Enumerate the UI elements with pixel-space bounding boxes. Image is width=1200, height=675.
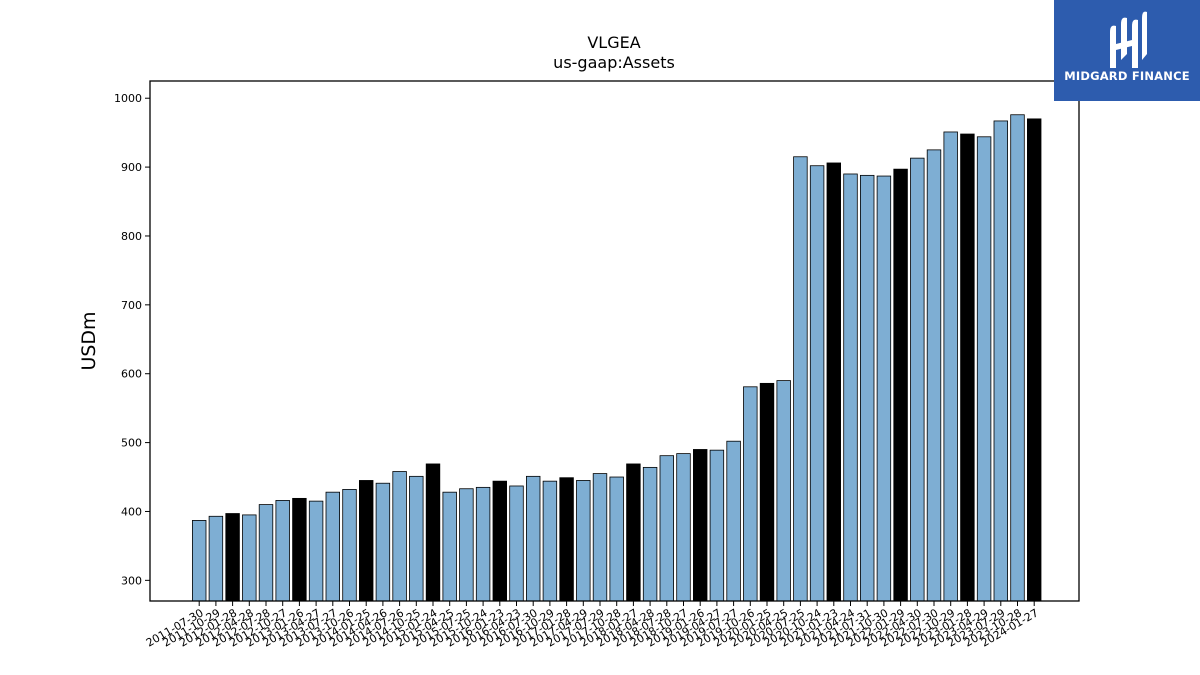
plot-frame: [149, 80, 1080, 602]
bar-2014-04-26: [375, 482, 391, 602]
bar-2013-04-27: [308, 500, 324, 602]
bar-2015-04-25: [442, 491, 457, 602]
x-axis: 2011-07-302011-10-292012-01-282012-04-28…: [144, 601, 1041, 650]
bar-2012-07-28: [258, 504, 274, 602]
bar-2011-10-29: [208, 515, 224, 602]
bar-2014-01-25: [358, 480, 374, 602]
bar-2022-07-30: [926, 149, 942, 602]
bar-2021-07-31: [860, 174, 875, 602]
bar-2022-04-30: [910, 157, 925, 602]
chart-title: VLGEA: [587, 33, 640, 52]
bar-2013-07-27: [325, 491, 341, 602]
bar-2011-07-30: [191, 520, 207, 602]
bar-2021-01-23: [826, 162, 842, 602]
bar-2023-10-28: [1010, 114, 1025, 602]
bar-2023-07-29: [993, 120, 1009, 602]
bar-2015-10-24: [475, 486, 491, 602]
bar-2013-01-26: [292, 497, 307, 602]
logo-text: MIDGARD FINANCE: [1064, 69, 1190, 83]
bar-2019-04-27: [709, 449, 725, 602]
y-tick-label: 400: [121, 505, 142, 518]
midgard-finance-logo: MIDGARD FINANCE: [1054, 0, 1200, 101]
bar-2021-10-30: [876, 175, 892, 602]
y-tick-label: 800: [121, 230, 142, 243]
bar-2018-01-27: [626, 463, 641, 602]
y-tick-label: 900: [121, 161, 142, 174]
y-axis: 300 400 500 600 700 800 900 1000: [114, 92, 150, 587]
bar-2020-07-25: [793, 156, 808, 602]
bar-2016-04-23: [509, 485, 524, 602]
bar-2023-01-28: [960, 133, 975, 602]
bar-2017-04-29: [576, 480, 591, 602]
bar-2017-07-29: [592, 473, 608, 602]
bar-2015-01-24: [425, 463, 441, 602]
y-tick-label: 600: [121, 368, 142, 381]
bar-2019-07-27: [726, 440, 741, 602]
bar-2016-01-23: [492, 480, 508, 602]
bar-2021-04-24: [843, 173, 858, 602]
y-axis-label: USDm: [78, 311, 100, 370]
bar-2013-10-26: [342, 489, 357, 602]
bar-2023-04-29: [976, 136, 992, 602]
bar-2012-04-28: [242, 514, 257, 602]
chart-subtitle: us-gaap:Assets: [553, 53, 675, 72]
y-tick-label: 500: [121, 437, 142, 450]
bar-2014-10-25: [409, 475, 424, 602]
bar-2022-10-29: [943, 131, 958, 602]
bar-2014-07-26: [392, 471, 407, 602]
bar-2022-01-29: [893, 168, 908, 602]
bar-2012-01-28: [225, 513, 240, 602]
bar-2017-10-28: [609, 476, 624, 602]
bar-2020-04-25: [776, 380, 791, 602]
midgard-m-logo-icon: [1110, 11, 1147, 69]
bars: [191, 114, 1042, 602]
bar-2012-10-27: [275, 500, 290, 602]
y-tick-label: 1000: [114, 92, 142, 105]
bar-2016-10-29: [542, 480, 558, 602]
bar-2018-07-28: [659, 455, 675, 602]
bar-2020-01-25: [759, 382, 775, 602]
bar-2016-07-30: [526, 475, 541, 602]
bar-2017-01-28: [559, 477, 574, 602]
y-tick-label: 700: [121, 299, 142, 312]
y-tick-label: 300: [121, 574, 142, 587]
bar-2020-10-24: [809, 165, 825, 602]
bar-2019-01-26: [693, 449, 708, 602]
bar-2015-07-25: [459, 488, 474, 602]
bar-2018-10-27: [676, 453, 691, 602]
bar-2024-01-27: [1027, 118, 1042, 602]
bar-2019-10-26: [743, 386, 758, 602]
bar-2018-04-28: [642, 466, 658, 602]
